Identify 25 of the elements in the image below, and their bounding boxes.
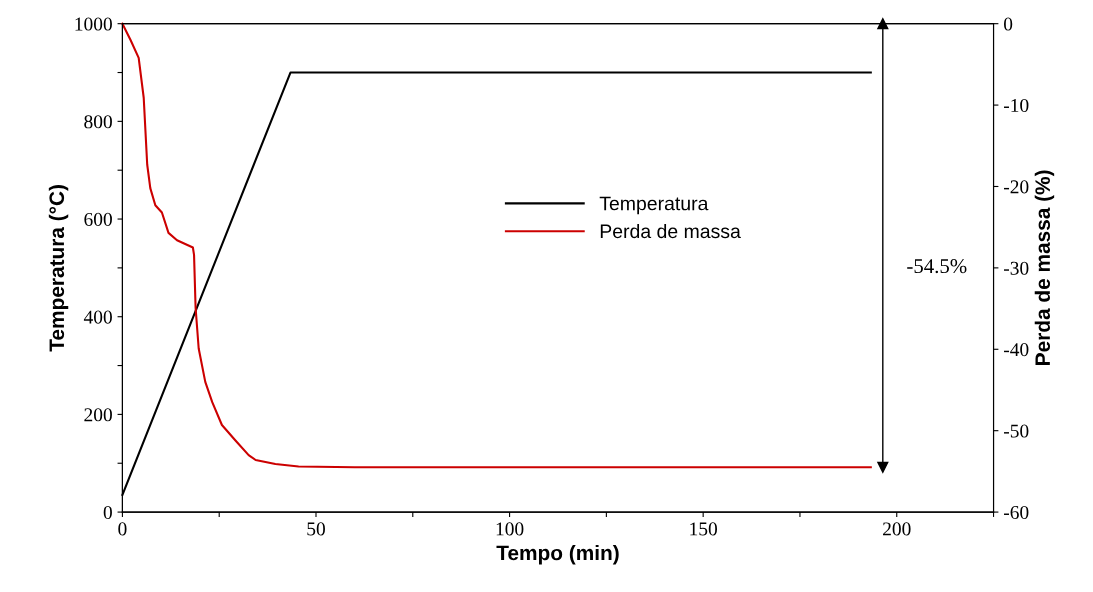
- y-tick-label: 800: [84, 115, 112, 129]
- y2-tick-label: -50: [1003, 424, 1029, 438]
- y-tick-label: 200: [84, 408, 112, 422]
- x-tick-label: 200: [883, 522, 911, 536]
- y2-tick-label: -20: [1003, 180, 1029, 194]
- x-tick-label: 50: [307, 522, 325, 536]
- y-tick-label: 1000: [75, 17, 112, 31]
- y-axis-title: Temperatura (°C): [48, 185, 69, 352]
- x-axis-title: Tempo (min): [496, 544, 619, 565]
- annotation: -54.5%: [907, 259, 967, 274]
- y2-tick-label: -40: [1003, 343, 1029, 357]
- y-tick-label: 0: [103, 505, 112, 520]
- y2-tick-label: -10: [1003, 98, 1029, 113]
- line-series: [121, 22, 872, 469]
- x-tick-label: 150: [690, 522, 718, 536]
- legend-label: Perda de massa: [600, 223, 741, 239]
- y-tick-label: 600: [84, 212, 112, 226]
- y2-tick-label: -60: [1003, 505, 1029, 520]
- y2-tick-label: 0: [1004, 17, 1013, 31]
- y2-axis-title: Perda de massa (%): [1034, 170, 1055, 365]
- x-tick-label: 100: [496, 522, 524, 536]
- legend-label: Temperatura: [599, 196, 709, 215]
- y2-tick-label: -30: [1003, 261, 1029, 275]
- y-tick-label: 400: [83, 310, 112, 324]
- x-tick-label: 0: [118, 522, 127, 536]
